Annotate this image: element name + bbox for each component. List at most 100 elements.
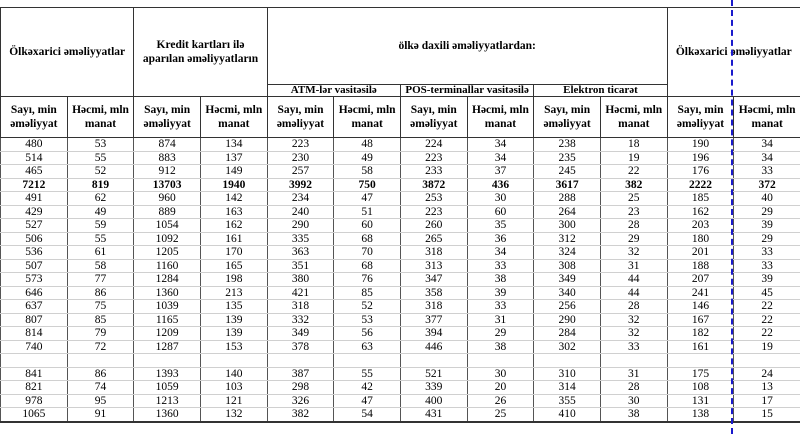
header-foreign-operations: Ölkəxarici əməliyyatlar xyxy=(0,7,135,97)
table-cell: 241 xyxy=(666,286,735,300)
table-cell: 7212 xyxy=(0,178,68,192)
table-cell: 182 xyxy=(666,326,735,341)
table-cell: 234 xyxy=(266,191,335,206)
table-cell: 74 xyxy=(66,380,135,395)
header-count: Sayı, min əməliyyat xyxy=(266,96,335,138)
table-cell: 33 xyxy=(466,299,535,314)
table-row xyxy=(0,353,800,368)
table-cell: 131 xyxy=(666,394,735,408)
table-cell: 446 xyxy=(399,340,468,354)
table-cell: 165 xyxy=(199,259,268,273)
table-cell: 32 xyxy=(599,326,668,341)
table-cell: 103 xyxy=(199,380,268,395)
table-cell: 1287 xyxy=(133,340,201,354)
table-cell: 49 xyxy=(333,151,401,165)
table-cell: 400 xyxy=(399,394,468,408)
table-cell: 38 xyxy=(466,272,535,287)
table-cell: 55 xyxy=(66,232,135,246)
table-cell xyxy=(199,353,268,368)
table-cell: 85 xyxy=(333,286,401,300)
table-cell: 3872 xyxy=(399,178,468,192)
table-cell: 318 xyxy=(266,299,335,314)
table-cell: 230 xyxy=(266,151,335,165)
table-cell: 355 xyxy=(533,394,601,408)
table-cell: 1054 xyxy=(133,218,201,233)
table-row: 480 53 874 134 223 48 224 34 238 18 190 34 xyxy=(0,137,800,152)
table-cell: 34 xyxy=(466,151,535,165)
table-cell: 37 xyxy=(466,164,535,179)
table-cell: 1360 xyxy=(133,407,201,423)
table-cell: 372 xyxy=(733,178,800,192)
table-cell: 233 xyxy=(399,164,468,179)
table-cell: 22 xyxy=(599,164,668,179)
table-cell: 1205 xyxy=(133,245,201,260)
table-cell: 223 xyxy=(399,205,468,219)
table-cell xyxy=(733,353,800,368)
table-row: 637 75 1039 135 318 52 318 33 256 28 146 22 xyxy=(0,299,800,314)
table-cell: 34 xyxy=(733,137,800,152)
table-cell: 59 xyxy=(66,218,135,233)
table-cell: 33 xyxy=(733,245,800,260)
table-cell xyxy=(666,353,735,368)
table-cell: 536 xyxy=(0,245,68,260)
table-cell: 207 xyxy=(666,272,735,287)
table-cell: 1284 xyxy=(133,272,201,287)
table-cell: 139 xyxy=(199,313,268,327)
table-cell: 240 xyxy=(266,205,335,219)
table-cell: 15 xyxy=(733,407,800,423)
table-cell: 31 xyxy=(599,367,668,381)
table-row: 514 55 883 137 230 49 223 34 235 19 196 34 xyxy=(0,151,800,165)
header-pos: POS-terminallar vasitəsilə xyxy=(399,84,535,97)
table-cell: 121 xyxy=(199,394,268,408)
table-cell: 40 xyxy=(733,191,800,206)
table-row: 429 49 889 163 240 51 223 60 264 23 162 29 xyxy=(0,205,800,219)
table-cell: 960 xyxy=(133,191,201,206)
header-count: Sayı, min əməliyyat xyxy=(533,96,601,138)
table-cell xyxy=(333,353,401,368)
table-cell: 162 xyxy=(199,218,268,233)
table-cell: 68 xyxy=(333,259,401,273)
table-cell: 224 xyxy=(399,137,468,152)
table-cell: 340 xyxy=(533,286,601,300)
table-cell: 31 xyxy=(466,313,535,327)
table-cell: 421 xyxy=(266,286,335,300)
table-cell: 33 xyxy=(466,259,535,273)
table-cell: 33 xyxy=(733,164,800,179)
table-cell: 180 xyxy=(666,232,735,246)
table-cell: 167 xyxy=(666,313,735,327)
table-cell: 185 xyxy=(666,191,735,206)
table-cell: 573 xyxy=(0,272,68,287)
table-cell: 68 xyxy=(333,232,401,246)
table-cell: 253 xyxy=(399,191,468,206)
table-cell: 377 xyxy=(399,313,468,327)
table-cell: 521 xyxy=(399,367,468,381)
table-cell: 33 xyxy=(733,259,800,273)
header-volume: Həcmi, mln manat xyxy=(599,96,668,138)
table-cell: 874 xyxy=(133,137,201,152)
table-cell: 34 xyxy=(733,151,800,165)
table-cell: 132 xyxy=(199,407,268,423)
table-cell: 363 xyxy=(266,245,335,260)
table-cell: 28 xyxy=(599,299,668,314)
table-cell: 153 xyxy=(199,340,268,354)
table-cell: 257 xyxy=(266,164,335,179)
table-cell: 351 xyxy=(266,259,335,273)
table-cell: 108 xyxy=(666,380,735,395)
table-cell: 163 xyxy=(199,205,268,219)
table-cell xyxy=(0,353,68,368)
table-cell: 161 xyxy=(199,232,268,246)
table-cell: 29 xyxy=(733,232,800,246)
table-cell: 32 xyxy=(599,245,668,260)
table-cell: 378 xyxy=(266,340,335,354)
table-cell: 235 xyxy=(533,151,601,165)
table-cell: 431 xyxy=(399,407,468,423)
table-cell: 1209 xyxy=(133,326,201,341)
table-cell: 318 xyxy=(399,299,468,314)
header-volume: Həcmi, mln manat xyxy=(733,96,800,138)
table-cell: 332 xyxy=(266,313,335,327)
table-cell: 429 xyxy=(0,205,68,219)
table-cell: 86 xyxy=(66,286,135,300)
table-row: 841 86 1393 140 387 55 521 30 310 31 175 24 xyxy=(0,367,800,381)
table-cell: 912 xyxy=(133,164,201,179)
table-cell: 36 xyxy=(466,232,535,246)
